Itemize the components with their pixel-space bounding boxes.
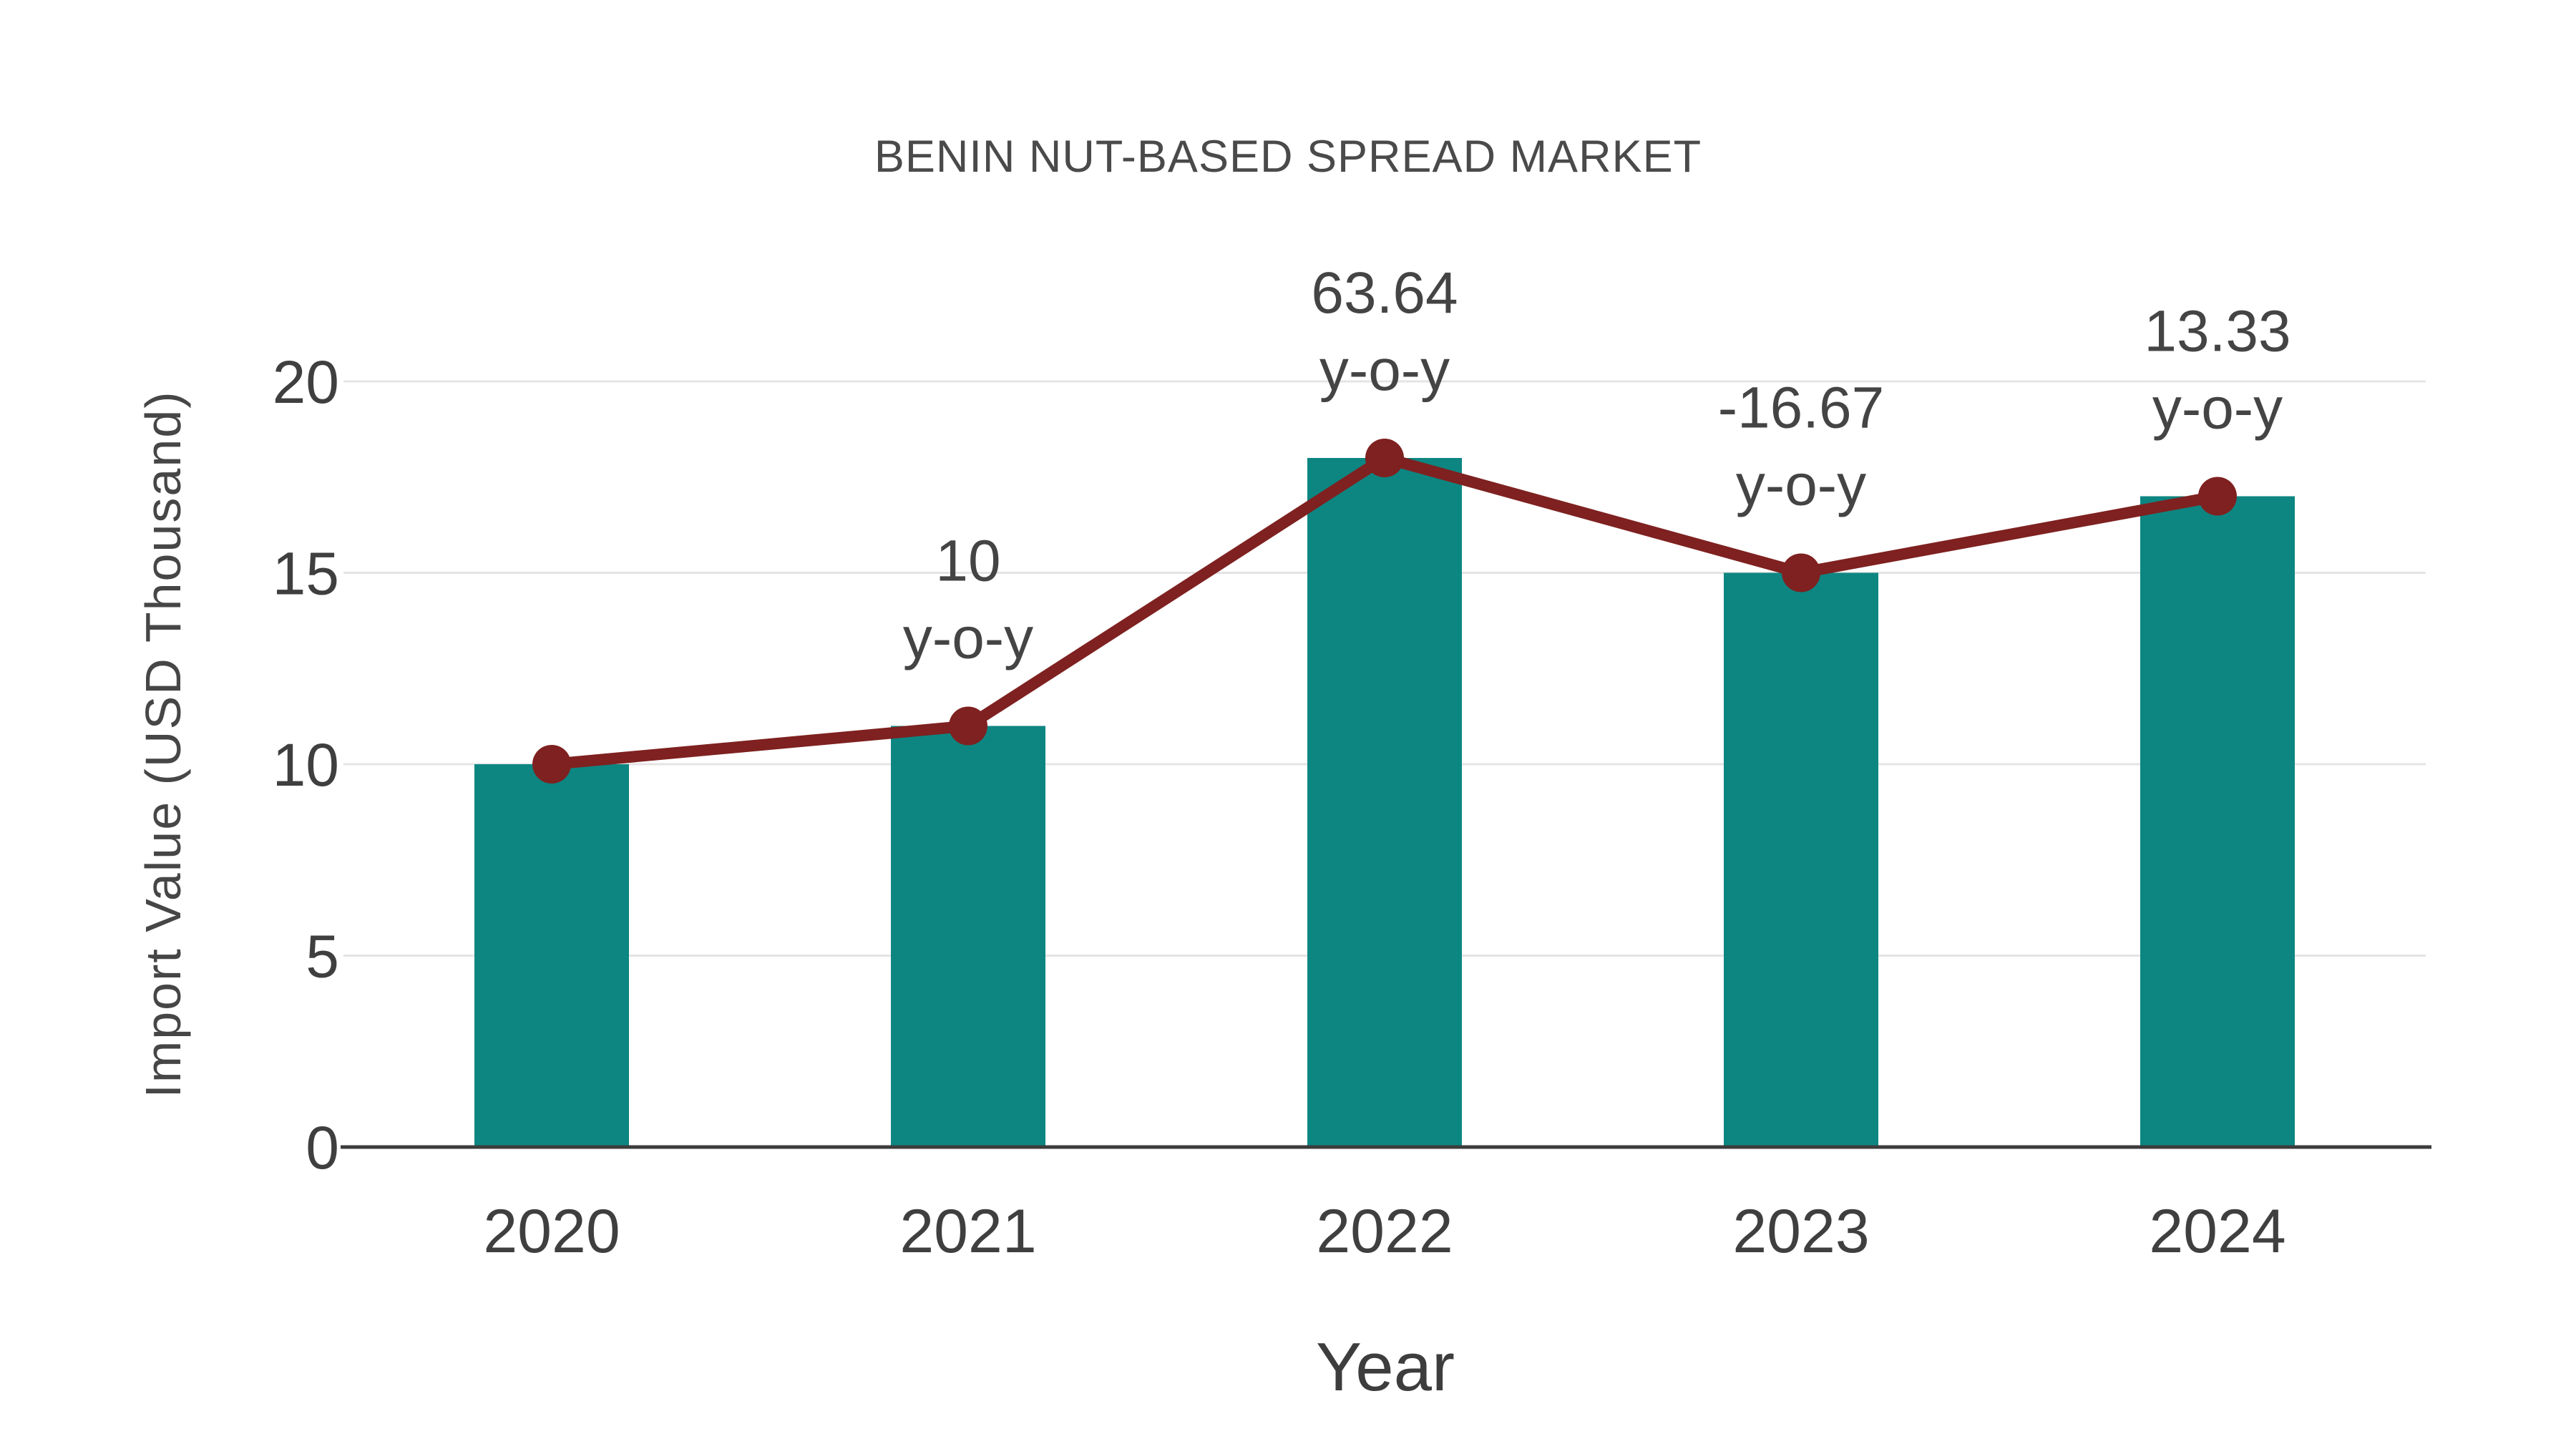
data-point-2023 xyxy=(1782,553,1820,592)
y-tick-20: 20 xyxy=(273,348,339,416)
annotation-2022-label: y-o-y xyxy=(1319,338,1450,403)
y-tick-10: 10 xyxy=(273,731,339,799)
bar-2021 xyxy=(891,726,1045,1147)
y-tick-0: 0 xyxy=(306,1114,339,1181)
annotation-2021-label: y-o-y xyxy=(903,606,1033,671)
annotation-2023-label: y-o-y xyxy=(1736,453,1866,518)
bar-2022 xyxy=(1307,458,1462,1147)
data-point-2024 xyxy=(2198,477,2237,516)
x-tick-2022: 2022 xyxy=(1316,1197,1453,1266)
x-tick-2024: 2024 xyxy=(2149,1197,2285,1266)
y-tick-15: 15 xyxy=(273,540,339,608)
annotation-2024-value: 13.33 xyxy=(2144,299,2290,364)
annotation-2024-label: y-o-y xyxy=(2152,376,2283,441)
y-tick-5: 5 xyxy=(306,923,339,990)
x-tick-2023: 2023 xyxy=(1732,1197,1869,1266)
annotation-2022-value: 63.64 xyxy=(1311,260,1458,326)
chart-title: BENIN NUT-BASED SPREAD MARKET xyxy=(874,132,1702,182)
bar-2024 xyxy=(2140,496,2295,1147)
data-point-2022 xyxy=(1365,439,1404,477)
annotation-2023-value: -16.67 xyxy=(1718,376,1885,441)
annotation-2021-value: 10 xyxy=(935,529,1000,594)
data-point-2021 xyxy=(949,706,987,746)
bar-2020 xyxy=(474,764,629,1147)
x-axis-title: Year xyxy=(1316,1329,1455,1405)
x-tick-2020: 2020 xyxy=(483,1197,620,1266)
bar-2023 xyxy=(1724,572,1878,1147)
data-point-2020 xyxy=(532,745,571,784)
x-tick-2021: 2021 xyxy=(899,1197,1036,1266)
